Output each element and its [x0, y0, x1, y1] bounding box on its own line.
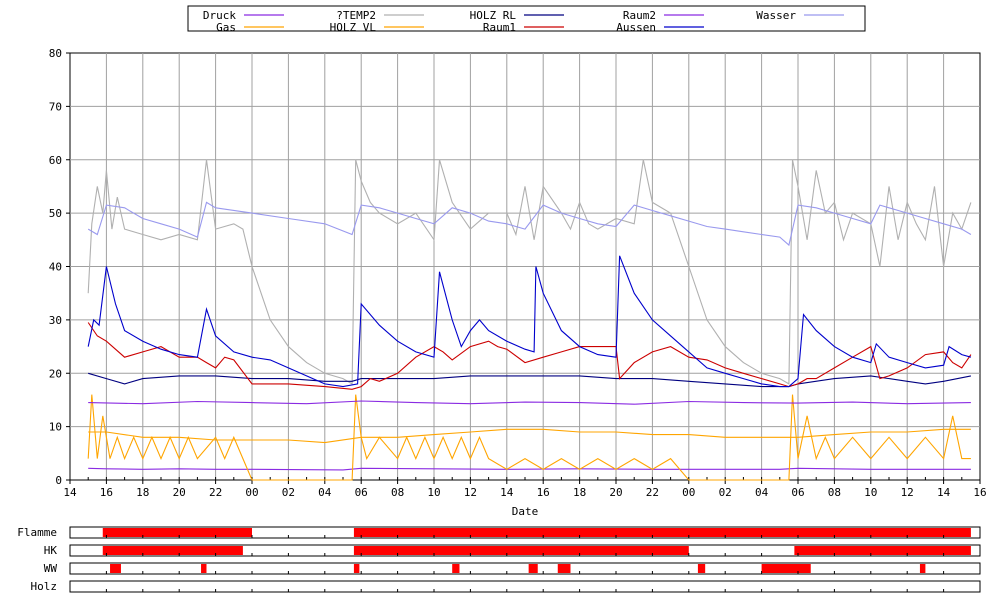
legend-label: Raum2 [623, 9, 656, 22]
legend-label: Druck [203, 9, 236, 22]
x-tick-label: 14 [63, 486, 77, 499]
status-row-frame [69, 562, 981, 575]
x-tick-label: 18 [573, 486, 586, 499]
status-segment [102, 546, 243, 555]
legend-label: ?TEMP2 [336, 9, 376, 22]
x-tick-label: 16 [537, 486, 550, 499]
series-line-raum2 [88, 400, 971, 405]
x-tick-label: 20 [609, 486, 622, 499]
x-tick-label: 00 [245, 486, 258, 499]
x-tick-label: 14 [937, 486, 951, 499]
status-row-label: WW [44, 562, 58, 575]
x-tick-label: 06 [791, 486, 804, 499]
y-tick-label: 10 [49, 421, 62, 434]
status-segment [201, 564, 207, 573]
x-tick-label: 08 [828, 486, 841, 499]
series-line-gas [87, 394, 971, 481]
x-tick-label: 10 [427, 486, 440, 499]
x-tick-label: 06 [355, 486, 368, 499]
status-segment [919, 564, 926, 573]
y-tick-label: 20 [49, 367, 62, 380]
legend-label: Gas [216, 21, 236, 34]
x-tick-label: 22 [209, 486, 222, 499]
x-tick-label: 02 [719, 486, 732, 499]
y-tick-label: 70 [49, 100, 62, 113]
status-segment [794, 546, 971, 555]
x-tick-label: 04 [318, 486, 332, 499]
x-tick-label: 18 [136, 486, 149, 499]
series-line-temp2 [87, 159, 972, 385]
status-segment [102, 528, 252, 537]
x-tick-label: 10 [864, 486, 877, 499]
status-segment [353, 546, 689, 555]
status-row-label: Flamme [17, 526, 57, 539]
series-line-holzvl [88, 428, 971, 444]
status-segment [761, 564, 811, 573]
x-tick-label: 08 [391, 486, 404, 499]
x-tick-label: 04 [755, 486, 769, 499]
status-row-frame [69, 580, 981, 593]
status-segment [110, 564, 121, 573]
x-tick-label: 22 [646, 486, 659, 499]
x-tick-label: 00 [682, 486, 695, 499]
x-tick-label: 16 [973, 486, 986, 499]
y-tick-label: 50 [49, 207, 62, 220]
status-segment [452, 564, 460, 573]
status-segment [353, 528, 971, 537]
series-line-raum1 [87, 322, 972, 390]
y-tick-label: 40 [49, 261, 62, 274]
status-row-label: Holz [31, 580, 58, 593]
status-segment [353, 564, 360, 573]
legend-label: Aussen [616, 21, 656, 34]
x-tick-label: 16 [100, 486, 113, 499]
x-tick-label: 14 [500, 486, 514, 499]
y-tick-label: 80 [49, 47, 62, 60]
legend-label: Raum1 [483, 21, 516, 34]
y-tick-label: 30 [49, 314, 62, 327]
status-segment [697, 564, 706, 573]
status-row-label: HK [44, 544, 58, 557]
y-tick-label: 0 [55, 474, 62, 487]
series-line-holzrl [88, 372, 972, 388]
series-line-druck [88, 467, 971, 471]
series-line-wasser [87, 201, 972, 247]
legend-label: HOLZ RL [470, 9, 517, 22]
x-tick-label: 12 [464, 486, 477, 499]
x-tick-label: 20 [173, 486, 186, 499]
x-tick-label: 02 [282, 486, 295, 499]
series-line-aussen [87, 255, 972, 388]
status-segment [557, 564, 571, 573]
y-tick-label: 60 [49, 154, 62, 167]
x-axis-label: Date [512, 505, 539, 518]
legend-label: Wasser [756, 9, 796, 22]
legend-label: HOLZ VL [330, 21, 377, 34]
status-segment [528, 564, 538, 573]
x-tick-label: 12 [901, 486, 914, 499]
